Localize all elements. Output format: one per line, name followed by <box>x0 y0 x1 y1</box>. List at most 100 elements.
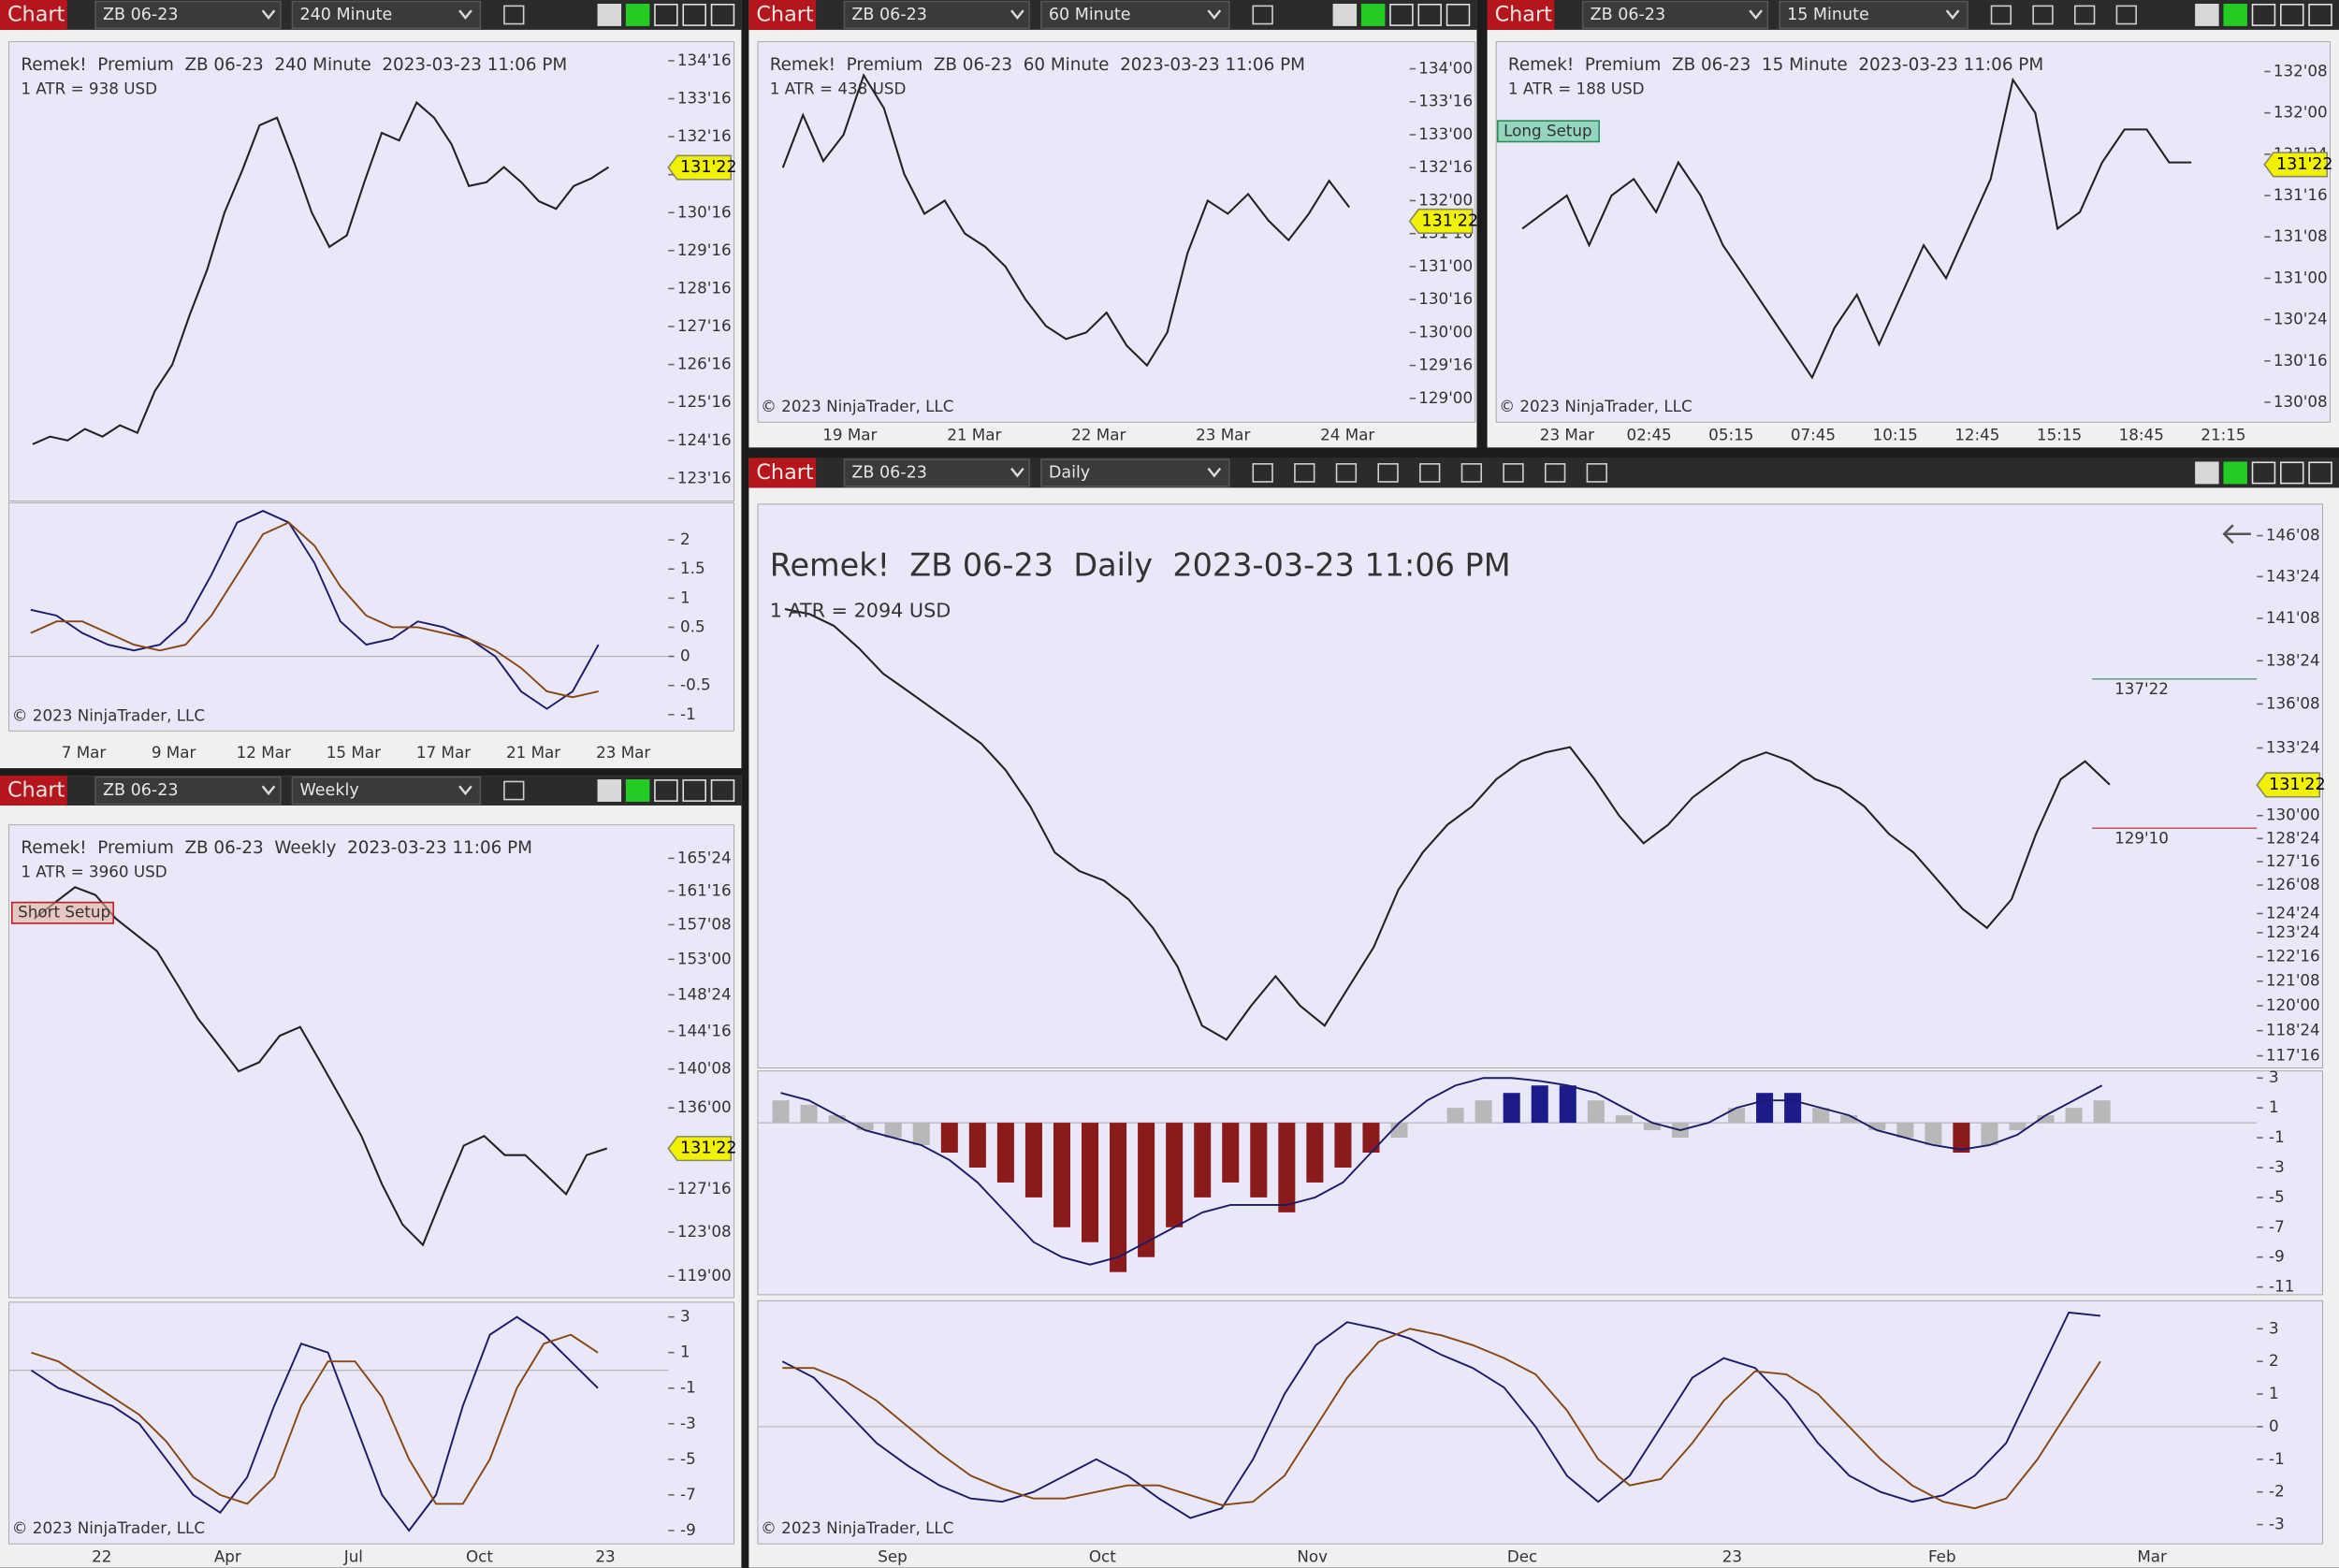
period-text[interactable]: 60 Minute <box>1049 6 1131 24</box>
oscillator-line <box>30 510 600 710</box>
instrument-dropdown[interactable] <box>1581 0 1769 30</box>
chart-tab-label[interactable]: Chart <box>1495 2 1553 26</box>
chart-tab[interactable] <box>0 776 67 806</box>
instrument-dropdown[interactable] <box>94 0 282 30</box>
chart-tab[interactable] <box>0 0 67 30</box>
window-button[interactable] <box>625 779 650 802</box>
x-axis-label: Nov <box>1297 1547 1328 1566</box>
window-button[interactable] <box>2308 3 2332 26</box>
toolbar-icon[interactable] <box>2073 5 2096 25</box>
toolbar-icon[interactable] <box>1460 463 1483 483</box>
instrument-dropdown[interactable] <box>843 0 1030 30</box>
window-button[interactable] <box>2308 461 2332 485</box>
histogram-bar <box>1362 1123 1380 1154</box>
toolbar-icon[interactable] <box>1252 463 1273 483</box>
toolbar-icon[interactable] <box>503 780 525 801</box>
toolbar-icon[interactable] <box>1294 463 1315 483</box>
window-button[interactable] <box>654 779 678 802</box>
period-dropdown[interactable] <box>291 776 482 806</box>
y-tick-label: 157'08 <box>677 914 732 933</box>
window-button[interactable] <box>2251 3 2276 26</box>
toolbar-icon[interactable] <box>2115 5 2137 25</box>
period-dropdown[interactable] <box>1040 458 1230 487</box>
x-axis-label: 12:45 <box>1954 426 1999 444</box>
toolbar-icon[interactable] <box>1544 463 1566 483</box>
instrument-text[interactable]: ZB 06-23 <box>851 463 926 482</box>
copyright: © 2023 NinjaTrader, LLC <box>12 705 205 724</box>
x-axis-label: 15:15 <box>2037 426 2082 444</box>
window-button[interactable] <box>2195 3 2219 26</box>
chart-tab-label[interactable]: Chart <box>756 460 814 485</box>
window-button[interactable] <box>710 3 735 26</box>
instrument-dropdown[interactable] <box>94 776 282 806</box>
period-dropdown[interactable] <box>1040 0 1230 30</box>
toolbar-icon[interactable] <box>1335 463 1358 483</box>
toolbar-icon[interactable] <box>503 5 525 25</box>
chart-tab-label[interactable]: Chart <box>7 778 65 803</box>
price-marker <box>667 154 733 181</box>
period-text[interactable]: 15 Minute <box>1787 6 1869 24</box>
instrument-dropdown[interactable] <box>843 458 1030 487</box>
window-button[interactable] <box>2223 3 2247 26</box>
window-button[interactable] <box>1417 3 1442 26</box>
chart-tab-label[interactable]: Chart <box>7 2 65 26</box>
window-button[interactable] <box>682 3 706 26</box>
window-button[interactable] <box>1446 3 1471 26</box>
price-marker-label: 131'22 <box>680 158 737 177</box>
period-dropdown[interactable] <box>291 0 482 30</box>
window-button[interactable] <box>682 779 706 802</box>
y-tick-label: 130'16 <box>677 202 732 221</box>
toolbar-icon[interactable] <box>1419 463 1441 483</box>
window-button[interactable] <box>710 779 735 802</box>
window-button[interactable] <box>2195 461 2219 485</box>
window-button[interactable] <box>1332 3 1358 26</box>
window-button[interactable] <box>2251 461 2276 485</box>
toolbar-icon[interactable] <box>1377 463 1399 483</box>
window-button[interactable] <box>625 3 650 26</box>
y-tick-label: 1 <box>680 1343 690 1361</box>
period-text[interactable]: 240 Minute <box>299 6 392 24</box>
chart-tab[interactable] <box>1487 0 1555 30</box>
toolbar-icon[interactable] <box>1503 463 1524 483</box>
y-tick-label: 132'08 <box>2274 61 2328 80</box>
chart-tab[interactable] <box>748 457 817 488</box>
instrument-text[interactable]: ZB 06-23 <box>1591 6 1665 24</box>
window-button[interactable] <box>1360 3 1386 26</box>
y-tick-label: 131'16 <box>2274 185 2328 204</box>
period-text[interactable]: Weekly <box>299 781 358 800</box>
window-button[interactable] <box>654 3 678 26</box>
period-dropdown[interactable] <box>1779 0 1969 30</box>
histogram-bar <box>1615 1115 1633 1124</box>
chart-tab-label[interactable]: Chart <box>756 2 814 26</box>
dropdown-arrow <box>458 9 472 21</box>
y-tick-label: 143'24 <box>2266 566 2320 585</box>
toolbar-icon[interactable] <box>2032 5 2054 25</box>
dropdown-arrow <box>261 785 276 796</box>
window-button[interactable] <box>597 779 622 802</box>
copyright: © 2023 NinjaTrader, LLC <box>12 1518 205 1537</box>
price-line <box>32 100 610 445</box>
y-tick-label: 0 <box>2269 1416 2279 1435</box>
window-button[interactable] <box>2280 461 2304 485</box>
y-tick-label: 153'00 <box>677 949 732 967</box>
y-tick-label: 117'16 <box>2266 1046 2320 1065</box>
x-axis-label: 18:45 <box>2119 426 2164 444</box>
instrument-text[interactable]: ZB 06-23 <box>103 781 178 800</box>
histogram-bar <box>968 1123 986 1168</box>
y-tick-label: 130'00 <box>2266 806 2320 824</box>
toolbar-icon[interactable] <box>1990 5 2012 25</box>
toolbar-icon[interactable] <box>1252 5 1273 25</box>
instrument-text[interactable]: ZB 06-23 <box>851 6 926 24</box>
chart-header: Remek! Premium ZB 06-23 Weekly 2023-03-2… <box>21 838 532 858</box>
toolbar-icon[interactable] <box>1586 463 1607 483</box>
window-button[interactable] <box>597 3 622 26</box>
chart-tab[interactable] <box>748 0 817 30</box>
period-text[interactable]: Daily <box>1049 463 1090 482</box>
back-arrow[interactable] <box>2222 524 2251 544</box>
window-button[interactable] <box>2280 3 2304 26</box>
instrument-text[interactable]: ZB 06-23 <box>103 6 178 24</box>
window-button[interactable] <box>1389 3 1414 26</box>
window-button[interactable] <box>2223 461 2247 485</box>
